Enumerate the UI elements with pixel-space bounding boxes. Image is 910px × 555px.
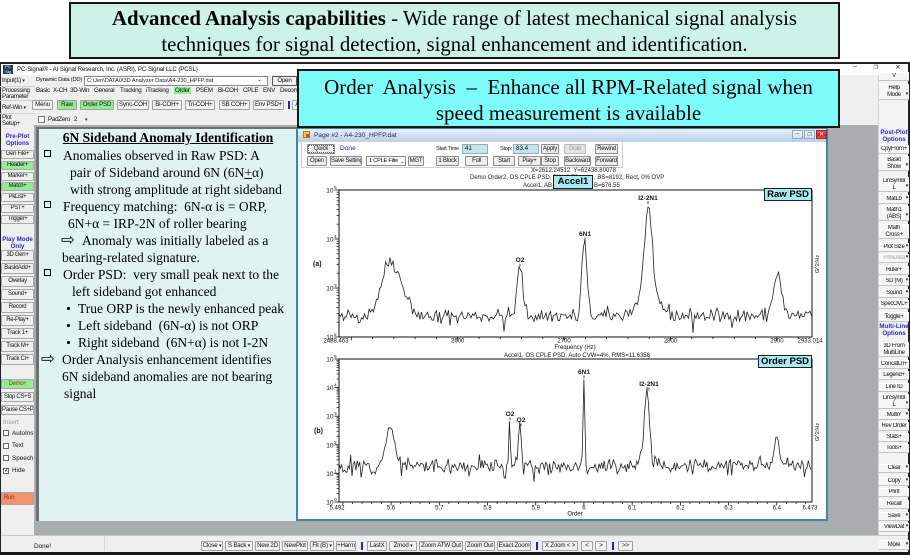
- svg-text:5.492: 5.492: [329, 506, 345, 512]
- svg-text:6.473: 6.473: [802, 506, 818, 512]
- svg-text:6.4: 6.4: [773, 506, 782, 512]
- svg-text:10: 10: [326, 414, 334, 421]
- svg-text:(a): (a): [313, 261, 322, 268]
- svg-text:2800: 2800: [664, 339, 678, 345]
- svg-text:2933.014: 2933.014: [797, 339, 823, 345]
- svg-text:4: 4: [334, 383, 337, 389]
- svg-text:2900: 2900: [770, 339, 784, 345]
- svg-text:I2-2N1: I2-2N1: [639, 381, 659, 388]
- svg-text:10: 10: [326, 500, 334, 507]
- svg-text:10: 10: [326, 357, 334, 364]
- svg-text:1: 1: [334, 468, 337, 474]
- svg-text:5.9: 5.9: [532, 506, 541, 512]
- svg-text:2600: 2600: [451, 339, 465, 345]
- svg-text:Frequency (Hz): Frequency (Hz): [554, 345, 595, 351]
- svg-text:G^2/Hz: G^2/Hz: [815, 255, 821, 273]
- svg-text:6N1: 6N1: [579, 231, 591, 238]
- svg-text:10: 10: [326, 237, 334, 244]
- svg-text:2488.463: 2488.463: [323, 339, 349, 345]
- svg-text:10: 10: [326, 442, 334, 449]
- svg-text:O2: O2: [506, 411, 515, 418]
- svg-text:6.1: 6.1: [628, 506, 637, 512]
- svg-text:10: 10: [326, 188, 334, 195]
- svg-text:10: 10: [326, 471, 334, 478]
- svg-text:2700: 2700: [557, 339, 571, 345]
- svg-text:5: 5: [334, 185, 337, 191]
- svg-text:O2: O2: [516, 257, 525, 264]
- svg-text:G^2/Hz: G^2/Hz: [815, 423, 821, 441]
- svg-text:2: 2: [334, 332, 337, 338]
- svg-text:3: 3: [334, 411, 337, 417]
- svg-text:10: 10: [326, 385, 334, 392]
- svg-text:5: 5: [334, 354, 337, 360]
- svg-text:5.7: 5.7: [435, 506, 444, 512]
- svg-text:6.2: 6.2: [676, 506, 685, 512]
- svg-text:(b): (b): [314, 428, 323, 435]
- svg-text:10: 10: [326, 335, 334, 342]
- svg-text:0: 0: [334, 497, 337, 503]
- svg-text:6: 6: [582, 506, 586, 512]
- svg-text:3: 3: [334, 283, 337, 289]
- svg-text:5.8: 5.8: [483, 506, 492, 512]
- svg-text:O2: O2: [517, 417, 526, 424]
- svg-text:6.3: 6.3: [724, 506, 733, 512]
- svg-text:I2-2N1: I2-2N1: [638, 195, 658, 202]
- svg-text:10: 10: [326, 286, 334, 293]
- svg-text:Order: Order: [567, 512, 582, 518]
- svg-text:4: 4: [334, 234, 337, 240]
- svg-text:6N1: 6N1: [578, 369, 590, 376]
- svg-text:2: 2: [334, 440, 337, 446]
- svg-text:Accel1, OS CPLE PSD, Auto CVW=: Accel1, OS CPLE PSD, Auto CVW=4%, RMS=11…: [504, 353, 651, 359]
- svg-text:5.6: 5.6: [387, 506, 396, 512]
